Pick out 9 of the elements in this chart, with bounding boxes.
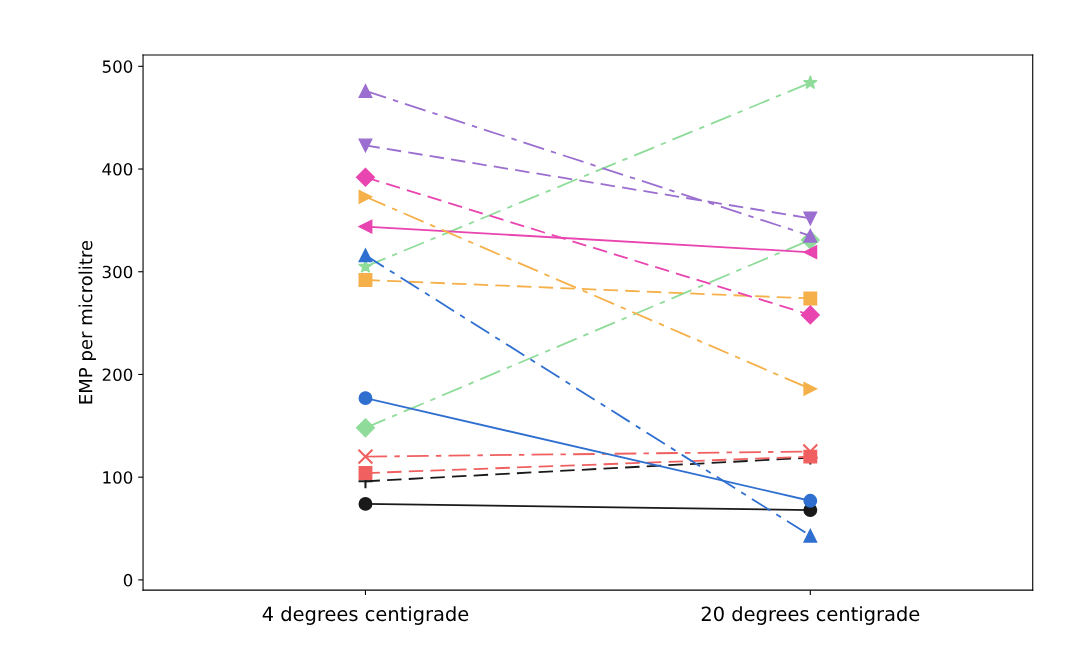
y-tick-label: 300 (102, 265, 133, 279)
x-tick-label: 20 degrees centigrade (701, 606, 920, 625)
y-axis-title: EMP per microlitre (78, 240, 96, 404)
y-tick-label: 100 (103, 471, 133, 484)
x-tick-label: 4 degrees centigrade (262, 606, 469, 625)
y-tick-label: 0 (123, 573, 133, 587)
y-tick-label: 200 (102, 368, 133, 382)
y-tick-label: 500 (102, 60, 133, 73)
y-tick-label: 400 (102, 162, 133, 176)
